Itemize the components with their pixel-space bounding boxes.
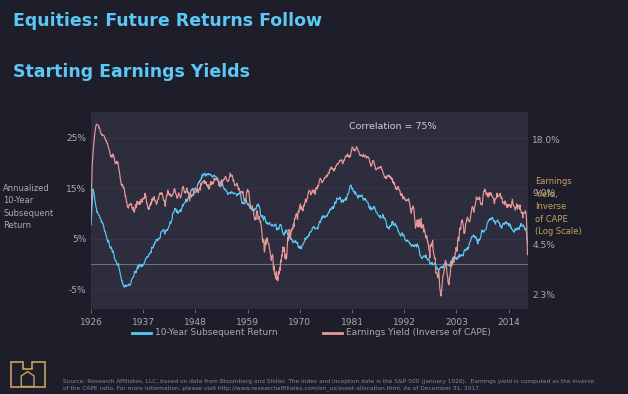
Text: 10-Year Subsequent Return: 10-Year Subsequent Return: [155, 328, 278, 337]
Text: Earnings Yield (Inverse of CAPE): Earnings Yield (Inverse of CAPE): [346, 328, 490, 337]
Text: Starting Earnings Yields: Starting Earnings Yields: [13, 63, 249, 81]
Text: Earnings
Yield,
Inverse
of CAPE
(Log Scale): Earnings Yield, Inverse of CAPE (Log Sca…: [535, 177, 582, 236]
Text: Source: Research Affiliates, LLC, based on data from Bloomberg and Shiller. The : Source: Research Affiliates, LLC, based …: [63, 379, 594, 391]
Text: Equities: Future Returns Follow: Equities: Future Returns Follow: [13, 12, 322, 30]
Text: Annualized
10-Year
Subsequent
Return: Annualized 10-Year Subsequent Return: [3, 184, 53, 230]
Text: Correlation = 75%: Correlation = 75%: [349, 122, 436, 131]
